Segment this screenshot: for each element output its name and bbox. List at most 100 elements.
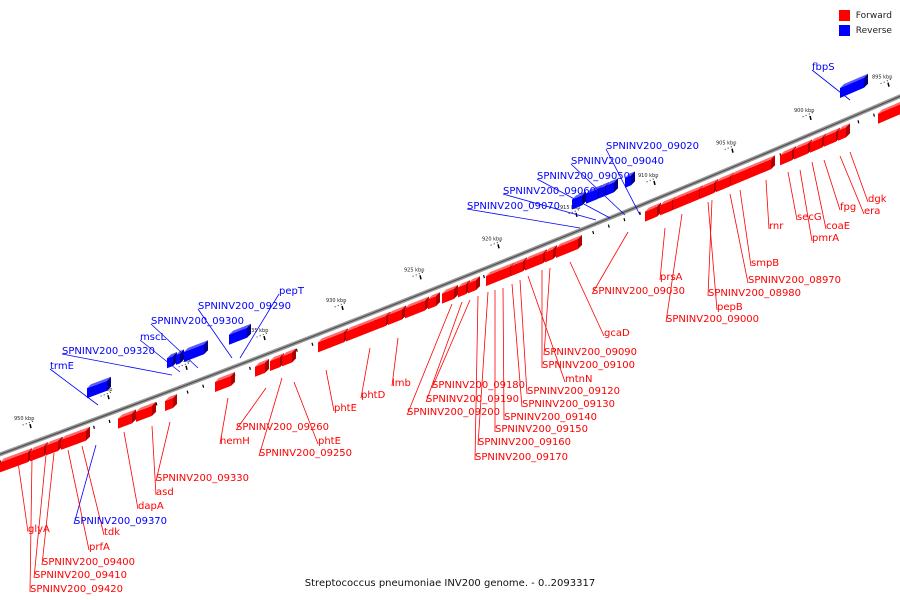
forward-gene-block	[511, 257, 527, 277]
scale-tick: 925 kbp	[404, 267, 424, 280]
gene-leader-line	[466, 208, 581, 229]
gene-label: secG	[797, 212, 822, 223]
gene-label: mscL	[140, 332, 166, 343]
gene-label: SPNINV200_09040	[571, 156, 664, 167]
track-tick	[639, 211, 641, 215]
forward-swatch	[838, 10, 850, 21]
dna-track	[0, 94, 900, 457]
gene-label: SPNINV200_09060	[503, 186, 596, 197]
scale-tick: 900 kbp	[794, 108, 814, 121]
gene-leader-line	[325, 369, 335, 412]
gene-leader-line	[33, 454, 47, 579]
forward-gene-block	[533, 249, 547, 268]
forward-gene-block	[270, 353, 284, 371]
gene-leader-line	[849, 151, 869, 203]
forward-gene-block	[136, 401, 156, 422]
gene-leader-line	[155, 421, 171, 482]
gene-leader-line	[235, 387, 267, 431]
scale-tick-label: 935 kbp	[248, 328, 268, 334]
gene-label: pepT	[279, 286, 305, 297]
reverse-gene-block	[87, 376, 111, 399]
gene-label: SPNINV200_09250	[259, 448, 352, 459]
gene-label: era	[864, 206, 880, 217]
forward-gene-block	[731, 155, 775, 186]
gene-label: SPNINV200_08970	[748, 275, 841, 286]
gene-label: phtD	[361, 390, 386, 401]
gene-leader-line	[811, 69, 851, 101]
gene-leader-line	[139, 339, 181, 373]
gene-label: fbpS	[812, 62, 835, 73]
gene-label: SPNINV200_09030	[592, 286, 685, 297]
gene-label: hemH	[220, 436, 250, 447]
gene-label: lmb	[392, 378, 411, 389]
gene-leader-line	[391, 337, 399, 387]
forward-gene-block	[428, 292, 440, 310]
gene-label: tdk	[104, 527, 120, 538]
gene-label: SPNINV200_08980	[708, 288, 801, 299]
gene-leader-line	[258, 377, 283, 457]
forward-gene-block	[824, 127, 840, 147]
gene-label: SPNINV200_09090	[544, 347, 637, 358]
gene-label: SPNINV200_09330	[156, 473, 249, 484]
gene-label: SPNINV200_09070	[467, 201, 560, 212]
gene-label: trmE	[50, 361, 74, 372]
gene-leader-line	[527, 275, 566, 383]
scale-tick-label: 930 kbp	[326, 298, 346, 304]
track-tick	[186, 390, 189, 394]
track-tick	[592, 230, 595, 235]
gene-leader-line	[67, 449, 90, 551]
gene-label: SPNINV200_09190	[426, 394, 519, 405]
forward-gene-block	[794, 139, 812, 160]
forward-gene-block	[388, 305, 406, 326]
gene-leader-line	[502, 193, 597, 221]
gene-label: SPNINV200_09320	[62, 346, 155, 357]
track-tick	[249, 366, 251, 370]
forward-gene-block	[255, 358, 269, 377]
gene-leader-line	[61, 353, 173, 376]
reverse-gene-block	[606, 178, 618, 196]
reverse-gene-block	[229, 323, 251, 345]
scale-tick-label: 900 kbp	[794, 108, 814, 114]
gene-label: SPNINV200_09140	[504, 412, 597, 423]
scale-tick: 910 kbp	[638, 173, 658, 186]
gene-label: SPNINV200_09160	[478, 437, 571, 448]
scale-tick-label: 915 kbp	[560, 205, 580, 211]
gene-label: dgk	[868, 194, 887, 205]
gene-leader-line	[570, 163, 626, 216]
scale-tick: 920 kbp	[482, 236, 502, 249]
gene-leader-line	[123, 431, 139, 510]
track-tick	[93, 425, 95, 429]
gene-leader-line	[239, 293, 280, 359]
gene-leader-line	[823, 159, 841, 211]
gene-label: SPNINV200_09200	[407, 407, 500, 418]
track-tick	[155, 402, 158, 406]
gene-leader-line	[150, 323, 199, 369]
gene-label: SPNINV200_09410	[34, 570, 127, 581]
gene-label: prsA	[660, 272, 683, 283]
gene-label: SPNINV200_09370	[74, 516, 167, 527]
gene-label: mtnN	[565, 374, 592, 385]
forward-gene-block	[878, 102, 900, 124]
gene-leader-line	[787, 171, 798, 221]
scale-tick-label: 910 kbp	[638, 173, 658, 179]
forward-gene-block	[780, 146, 796, 166]
scale-tick: 930 kbp	[326, 298, 346, 311]
legend-reverse-label: Reverse	[855, 25, 892, 36]
gene-leader-line	[799, 169, 813, 242]
gene-label: phtE	[334, 403, 357, 414]
forward-gene-block	[556, 235, 582, 258]
gene-label: dapA	[138, 501, 164, 512]
gene-leader-line	[536, 178, 611, 219]
forward-gene-block	[118, 409, 136, 429]
track-tick	[483, 274, 485, 279]
gene-label: pepB	[717, 302, 743, 313]
scale-tick-label: 905 kbp	[716, 141, 736, 147]
gene-label: SPNINV200_09130	[522, 399, 615, 410]
scale-tick: 950 kbp	[14, 416, 34, 429]
forward-gene-block	[442, 284, 458, 304]
gene-leader-line	[425, 301, 463, 403]
gene-leader-line	[659, 227, 666, 281]
track-tick	[202, 384, 205, 388]
gene-leader-line	[543, 267, 551, 356]
track-tick	[311, 342, 314, 346]
